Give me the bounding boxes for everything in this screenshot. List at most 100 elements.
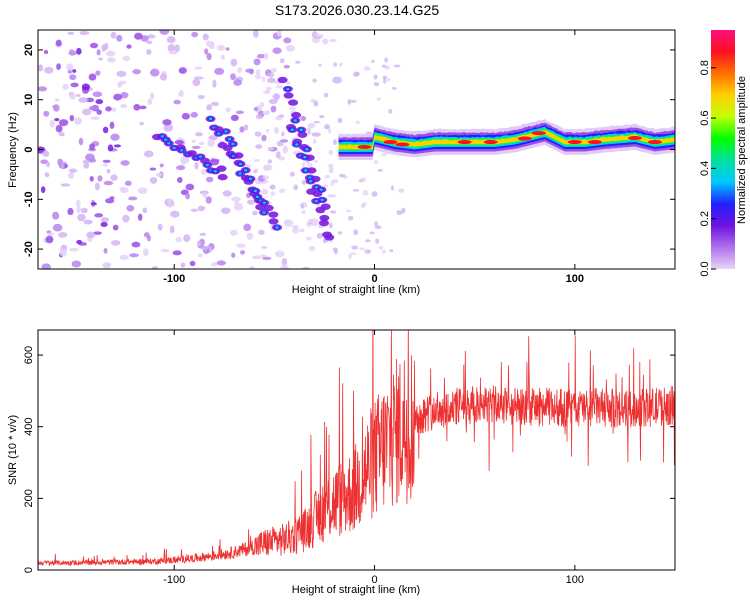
spectrogram-noise-cell (337, 117, 343, 123)
spectrogram-noise-cell (253, 58, 261, 66)
spectrogram-noise-cell (83, 162, 90, 169)
spectrogram-noise-cell (190, 208, 199, 212)
spectrogram-noise-cell (174, 139, 185, 145)
spectrogram-noise-cell (139, 121, 144, 126)
spectrogram-noise-cell (71, 260, 82, 268)
spectrogram-noise-cell (42, 150, 50, 157)
spectrogram-noise-cell (62, 83, 69, 90)
spectrogram-noise-cell (100, 217, 110, 223)
spectrogram-noise-cell (59, 248, 67, 257)
spectrogram-noise-cell (381, 64, 387, 68)
spectrogram-noise-cell (92, 91, 103, 98)
spectrogram-noise-cell (133, 104, 141, 111)
spectrogram-noise-cell (110, 107, 117, 112)
spectrogram-noise-cell (265, 128, 270, 133)
snr-x-ticks: -100 0 100 (163, 330, 584, 586)
spectrogram-noise-cell (306, 236, 312, 241)
spectrogram-noise-cell (194, 162, 199, 170)
spectrogram-branch-cell (293, 119, 297, 122)
spectrogram-peak-cell (587, 140, 602, 145)
spectrogram-branch-cell (238, 172, 242, 175)
spectrogram-noise-cell (102, 126, 109, 134)
spectrogram-noise-cell (79, 30, 90, 36)
spectrogram-noise-cell (179, 89, 184, 98)
spectrogram-plot-area (38, 30, 675, 269)
spectrogram-noise-cell (220, 54, 225, 60)
spectrogram-noise-cell (142, 248, 149, 257)
spectrogram-noise-cell (78, 137, 84, 146)
spectrogram-noise-cell (347, 99, 352, 105)
spectrogram-noise-cell (57, 232, 68, 238)
spectrogram-branch-cell (231, 142, 235, 146)
spectrogram-branch-cell (305, 147, 309, 151)
spectrogram-noise-cell (175, 236, 182, 243)
spectrogram-noise-cell (328, 128, 332, 134)
spectrogram-branch-cell (319, 188, 323, 191)
spectrogram-noise-cell (191, 145, 201, 150)
spectrogram-noise-cell (308, 246, 316, 251)
spectrogram-noise-cell (113, 144, 122, 148)
spectrogram-branch-cell (244, 169, 248, 172)
spectrogram-noise-cell (180, 262, 186, 268)
spectrogram-noise-cell (310, 218, 319, 227)
spectrogram-noise-cell (107, 144, 114, 152)
spectrogram-noise-cell (262, 110, 271, 116)
spectrogram-noise-cell (143, 150, 154, 158)
spectrogram-noise-cell (314, 33, 324, 38)
snr-frame (37, 329, 676, 571)
snr-y-tick-label: 200 (23, 489, 35, 507)
spectrogram-noise-cell (364, 239, 371, 243)
spectrogram-noise-cell (185, 192, 190, 200)
spectrogram-noise-cell (52, 211, 60, 220)
spectrogram-noise-cell (159, 163, 164, 168)
spectrogram-branch-cell (255, 195, 259, 199)
spectrogram-noise-cell (103, 180, 114, 186)
spectrogram-noise-cell (324, 92, 329, 98)
spectrogram-noise-cell (312, 138, 317, 144)
spectrogram-noise-cell (185, 183, 195, 191)
spectrogram-noise-cell (202, 192, 208, 198)
spectrogram-noise-cell (272, 47, 282, 54)
spectrogram-noise-cell (306, 162, 313, 167)
spectrogram-noise-cell (231, 196, 241, 202)
spectrogram-noise-cell (382, 75, 388, 80)
spectrogram-noise-cell (216, 260, 226, 266)
spectrogram-noise-cell (56, 63, 61, 71)
spectrogram-branch-cell (253, 189, 258, 193)
spectrogram-noise-cell (371, 191, 378, 197)
spectrogram-noise-cell (176, 176, 183, 184)
spectrogram-noise-cell (243, 124, 249, 131)
spectrogram-noise-cell (43, 110, 50, 117)
spectrogram-noise-cell (261, 134, 267, 142)
spectrogram-noise-cell (216, 44, 226, 52)
spectrogram-peak-cell (531, 131, 546, 136)
spectrogram-noise-cell (147, 98, 153, 106)
spectrogram-branch-cell (312, 190, 323, 198)
spectrogram-noise-cell (190, 111, 198, 118)
spectrogram-noise-cell (261, 246, 268, 249)
spectrogram-branch-cell (217, 173, 228, 181)
spectrogram-noise-cell (68, 50, 77, 56)
spectrogram-noise-cell (338, 231, 343, 235)
spectrogram-noise-cell (70, 82, 79, 88)
spectrogram-noise-cell (129, 253, 139, 258)
spectrogram-noise-cell (69, 247, 79, 252)
spectrogram-noise-cell (214, 67, 225, 75)
spectrogram-noise-cell (44, 66, 54, 74)
spectrogram-noise-cell (110, 174, 118, 181)
spectrogram-noise-cell (160, 248, 170, 253)
spectrogram-noise-cell (150, 68, 160, 77)
spectrogram-branch-cell (277, 76, 288, 84)
spectrogram-noise-cell (235, 110, 244, 115)
spectrogram-noise-cell (199, 190, 209, 195)
spectrogram-noise-cell (209, 159, 220, 166)
snr-series-line (38, 330, 675, 567)
spectrogram-noise-cell (225, 47, 230, 51)
spectrogram-noise-cell (68, 168, 78, 173)
spectrogram-noise-cell (328, 222, 333, 229)
spectrogram-noise-cell (313, 120, 320, 124)
spectrogram-noise-cell (38, 64, 44, 72)
spectrogram-noise-cell (365, 250, 372, 253)
spectrogram-noise-cell (377, 168, 384, 172)
